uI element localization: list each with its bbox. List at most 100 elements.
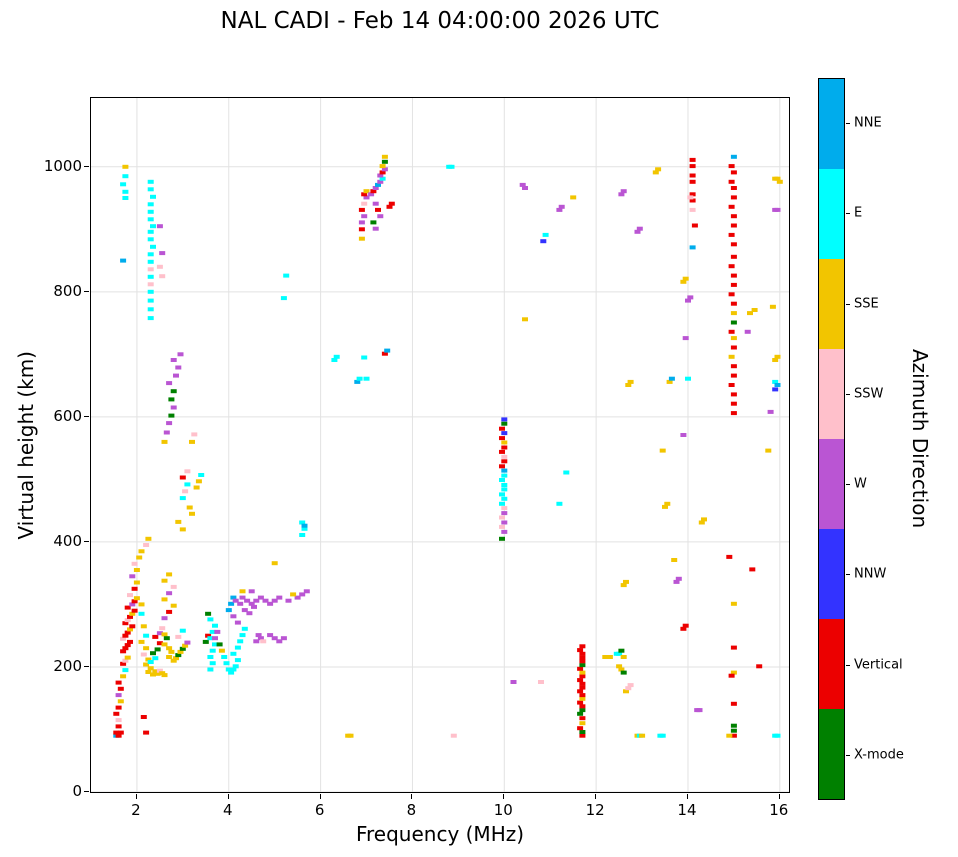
echo-point-SSE: [189, 511, 195, 516]
echo-point-E: [207, 667, 214, 672]
echo-point-SSE: [175, 519, 182, 524]
echo-point-Vertical: [577, 689, 584, 694]
echo-point-Vertical: [124, 605, 131, 610]
echo-point-Vertical: [579, 681, 586, 686]
echo-point-W: [377, 179, 384, 184]
echo-point-W: [519, 182, 526, 187]
echo-point-W: [248, 601, 255, 606]
colorbar-segment-SSW: [819, 349, 844, 439]
echo-point-X-mode: [179, 646, 186, 651]
echo-point-SSW: [124, 618, 131, 623]
echo-point-W: [129, 602, 136, 607]
echo-point-E: [198, 473, 205, 477]
x-tick-label: 6: [314, 801, 325, 819]
echo-point-NNE: [375, 182, 381, 187]
echo-point-E: [228, 670, 235, 675]
echo-point-SSE: [193, 485, 200, 490]
echo-point-E: [207, 617, 214, 622]
echo-point-W: [774, 207, 781, 212]
echo-point-Vertical: [579, 733, 586, 738]
echo-point-NNW: [540, 239, 547, 244]
echo-point-NNE: [774, 383, 781, 387]
x-tick-mark: [778, 794, 780, 799]
echo-point-E: [179, 628, 186, 633]
echo-point-SSE: [701, 517, 707, 522]
echo-point-SSE: [664, 501, 671, 506]
echo-point-X-mode: [175, 653, 182, 658]
echo-point-Vertical: [730, 254, 737, 259]
echo-point-Vertical: [730, 733, 737, 738]
echo-point-W: [253, 639, 260, 644]
colorbar-segment-W: [819, 439, 844, 529]
echo-point-Vertical: [122, 633, 129, 638]
echo-point-Vertical: [689, 157, 696, 162]
echo-point-W: [271, 636, 278, 641]
echo-point-W: [372, 226, 379, 231]
echo-point-W: [115, 693, 122, 698]
y-tick-label: 200: [53, 656, 82, 675]
echo-point-W: [303, 589, 310, 594]
echo-point-SSE: [239, 589, 246, 594]
x-tick-label: 4: [222, 801, 233, 819]
echo-point-Vertical: [577, 666, 584, 671]
echo-point-SSE: [138, 549, 145, 554]
echo-point-Vertical: [730, 195, 737, 200]
colorbar-tick: [846, 303, 850, 305]
echo-point-E: [379, 176, 386, 181]
echo-point-Vertical: [689, 164, 696, 169]
echo-point-W: [257, 636, 264, 641]
echo-point-SSE: [150, 672, 156, 677]
x-tick-mark: [227, 794, 229, 799]
echo-point-Vertical: [730, 170, 737, 175]
echo-point-E: [556, 501, 563, 506]
echo-point-W: [255, 633, 262, 638]
echo-point-Vertical: [124, 630, 131, 635]
echo-point-Vertical: [113, 730, 120, 735]
echo-point-Vertical: [131, 599, 138, 604]
echo-point-SSE: [154, 671, 161, 676]
echo-point-Vertical: [682, 623, 689, 628]
y-tick-mark: [84, 415, 89, 417]
echo-point-E: [147, 307, 154, 312]
echo-point-SSE: [161, 632, 168, 637]
echo-point-W: [184, 640, 191, 645]
echo-point-SSE: [145, 670, 152, 674]
y-tick-mark: [84, 665, 89, 667]
echo-point-Vertical: [730, 645, 737, 650]
colorbar-label-Vertical: Vertical: [854, 657, 903, 673]
echo-point-Vertical: [577, 700, 584, 705]
x-tick-mark: [595, 794, 597, 799]
echo-point-SSE: [606, 655, 613, 659]
echo-point-E: [147, 187, 154, 192]
echo-point-SSW: [625, 686, 632, 691]
echo-point-Vertical: [124, 643, 131, 648]
echo-point-Vertical: [129, 624, 136, 629]
echo-point-Vertical: [499, 436, 505, 441]
echo-point-SSE: [730, 601, 737, 606]
echo-point-W: [156, 631, 163, 636]
echo-point-E: [331, 358, 338, 362]
echo-point-X-mode: [730, 723, 737, 728]
echo-point-Vertical: [730, 364, 737, 369]
x-tick-label: 14: [677, 801, 697, 819]
echo-point-SSE: [161, 439, 168, 444]
echo-point-W: [232, 598, 239, 603]
echo-point-Vertical: [691, 223, 698, 228]
echo-point-W: [267, 633, 274, 638]
echo-point-E: [147, 259, 154, 264]
echo-point-E: [301, 526, 308, 531]
echo-point-Vertical: [689, 198, 696, 203]
echo-point-SSW: [159, 626, 166, 631]
echo-point-X-mode: [216, 642, 223, 647]
echo-point-SSE: [173, 656, 179, 661]
echo-point-W: [248, 589, 255, 594]
echo-point-NNE: [120, 258, 127, 263]
echo-point-Vertical: [689, 179, 696, 184]
echo-point-SSE: [730, 670, 737, 675]
echo-point-W: [299, 592, 306, 597]
echo-point-W: [368, 192, 375, 197]
echo-point-Vertical: [501, 445, 508, 450]
echo-point-SSW: [361, 201, 368, 206]
colorbar-label-SSE: SSE: [854, 296, 879, 312]
